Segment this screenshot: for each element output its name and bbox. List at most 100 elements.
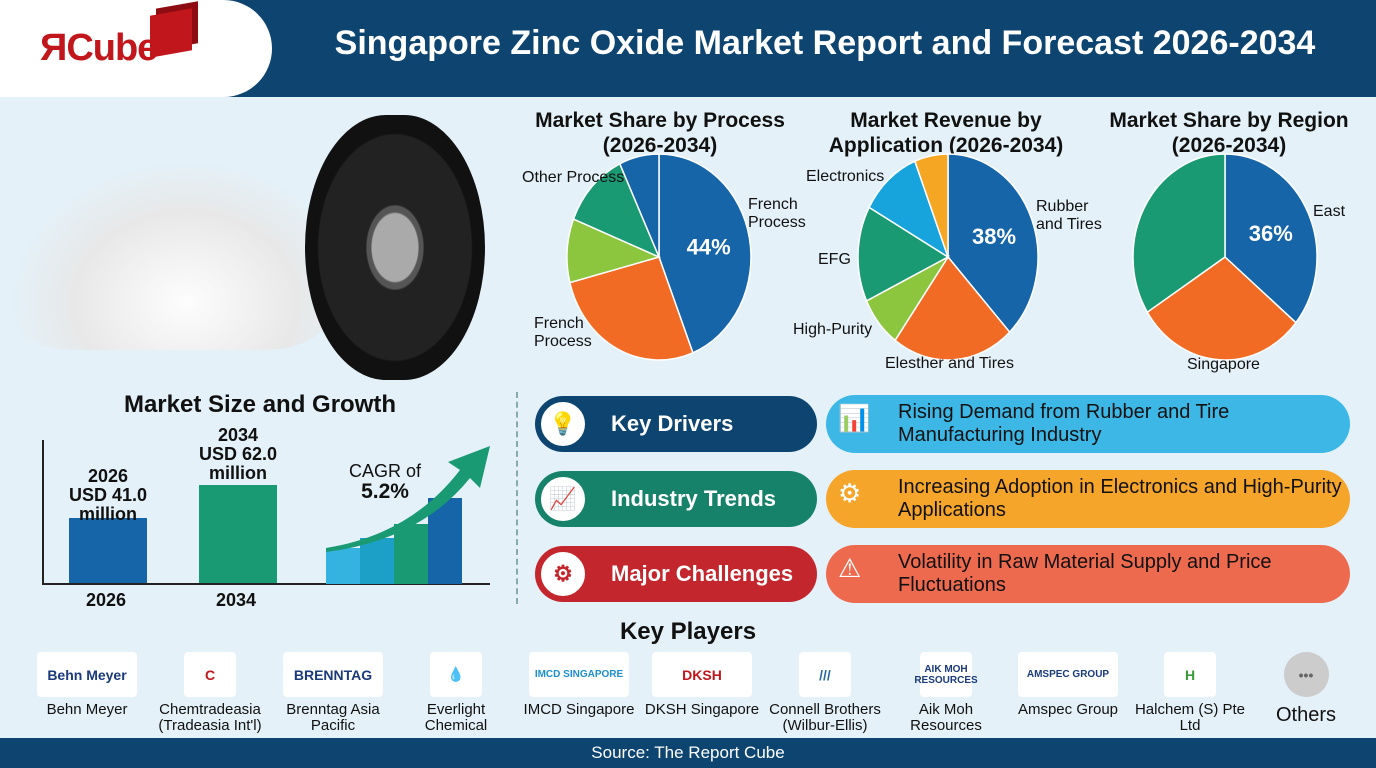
- growth-title: Market Size and Growth: [123, 391, 397, 418]
- logo-text: ЯCube: [40, 27, 158, 69]
- pie-percent-label: 38%: [972, 224, 1016, 249]
- info-text: Increasing Adoption in Electronics and H…: [898, 476, 1342, 521]
- pie-slice: [568, 256, 694, 361]
- player-name: Connell Brothers (Wilbur-Ellis): [769, 701, 881, 734]
- label-line: USD 62.0: [198, 444, 278, 464]
- player-item: C Chemtradeasia (Tradeasia Int'l): [150, 652, 270, 734]
- gear-icon: ⚙: [838, 478, 862, 508]
- trend-info: ⚙ Increasing Adoption in Electronics and …: [826, 470, 1350, 528]
- pie-percent-label: 36%: [1249, 221, 1293, 246]
- bar-2026: [69, 518, 147, 583]
- cagr-label: CAGR of: [348, 461, 422, 481]
- player-logo: BRENNTAG: [283, 652, 383, 697]
- player-name: IMCD Singapore: [523, 701, 635, 718]
- player-item: AIK MOH RESOURCES Aik Moh Resources: [886, 652, 1006, 734]
- player-item: ••• Others: [1246, 652, 1366, 726]
- logo: ЯCube: [0, 0, 272, 97]
- pie-label: Electronics: [806, 168, 885, 185]
- growth-arrow-icon: [326, 446, 490, 584]
- lightbulb-icon: 💡: [538, 399, 588, 449]
- pie-slice: [913, 153, 949, 258]
- player-name: Brenntag Asia Pacific: [286, 701, 380, 734]
- pie-slice: [572, 162, 661, 259]
- player-name: Others: [1275, 704, 1337, 726]
- player-item: /// Connell Brothers (Wilbur-Ellis): [765, 652, 885, 734]
- pie-slice: [1224, 153, 1318, 324]
- pie-charts: 44% 38% 36%: [566, 153, 1318, 361]
- pie-label: Rubber and Tires: [1036, 198, 1102, 233]
- player-name: Everlight Chemical: [424, 701, 488, 734]
- label-line: 2026: [87, 466, 129, 486]
- header: ЯCube Singapore Zinc Oxide Market Report…: [0, 0, 1376, 97]
- title-line: Market Revenue by: [850, 109, 1042, 132]
- pill-label: Industry Trends: [611, 486, 777, 511]
- player-logo: •••: [1283, 652, 1329, 697]
- pie-label: Other Process: [522, 169, 625, 186]
- pie-label: Singapore: [1187, 356, 1260, 373]
- pill-label: Major Challenges: [611, 561, 794, 586]
- player-item: H Halchem (S) Pte Ltd: [1130, 652, 1250, 734]
- pie-slice: [1132, 153, 1226, 314]
- player-logo: Behn Meyer: [37, 652, 137, 697]
- title-line: (2026-2034): [602, 134, 718, 157]
- pie-label: EFG: [818, 251, 851, 268]
- info-text: Rising Demand from Rubber and Tire Manuf…: [898, 401, 1230, 446]
- player-name: Amspec Group: [1017, 701, 1119, 718]
- pill-label: Key Drivers: [611, 411, 734, 436]
- player-name: Behn Meyer: [46, 701, 128, 718]
- y-axis: [42, 440, 44, 585]
- tire-image: [305, 115, 485, 380]
- pie-slice: [947, 153, 1039, 334]
- pie-percent-label: 44%: [687, 234, 731, 259]
- player-name: Halchem (S) Pte Ltd: [1134, 701, 1246, 734]
- pie-title-process: Market Share by Process (2026-2034): [510, 108, 810, 158]
- player-item: BRENNTAG Brenntag Asia Pacific: [273, 652, 393, 734]
- label-line: USD 41.0: [68, 485, 148, 505]
- chart-icon: 📈: [538, 474, 588, 524]
- player-item: IMCD SINGAPORE IMCD Singapore: [519, 652, 639, 718]
- pie-slice: [618, 153, 660, 258]
- pie-label: East: [1313, 203, 1346, 220]
- player-name: Chemtradeasia (Tradeasia Int'l): [158, 701, 262, 734]
- key-players-title: Key Players: [619, 618, 757, 645]
- pie-label: French Process: [748, 196, 806, 231]
- player-name: Aik Moh Resources: [910, 701, 982, 734]
- player-logo: IMCD SINGAPORE: [529, 652, 629, 697]
- x-tick: 2034: [216, 590, 257, 610]
- page-title: Singapore Zinc Oxide Market Report and F…: [334, 24, 1316, 62]
- player-logo: H: [1164, 652, 1216, 697]
- player-logo: DKSH: [652, 652, 752, 697]
- title-line: (2026-2034): [1171, 134, 1287, 157]
- x-tick: 2026: [86, 590, 127, 610]
- pie-slice: [658, 153, 752, 354]
- title-line: Market Share by Process: [535, 109, 785, 132]
- player-logo: ///: [799, 652, 851, 697]
- player-item: AMSPEC GROUP Amspec Group: [1008, 652, 1128, 718]
- pie-slice: [857, 206, 950, 302]
- bar-label-2026: 2026 USD 41.0 million: [48, 467, 168, 524]
- label-line: million: [79, 504, 137, 524]
- title-line: Market Share by Region: [1109, 109, 1349, 132]
- pie-label: French Process: [534, 315, 592, 350]
- x-axis: [42, 583, 490, 585]
- player-item: DKSH DKSH Singapore: [642, 652, 762, 718]
- cagr-value: 5.2%: [361, 480, 409, 503]
- player-logo: AIK MOH RESOURCES: [914, 652, 978, 697]
- pie-label: High-Purity: [793, 321, 873, 338]
- footer: Source: The Report Cube: [0, 738, 1376, 768]
- warning-icon: ⚠: [838, 553, 862, 583]
- divider: [516, 392, 518, 604]
- driver-info: 📊 Rising Demand from Rubber and Tire Manu…: [826, 395, 1350, 453]
- title-line: Application (2026-2034): [828, 134, 1064, 157]
- zinc-oxide-powder-image: [10, 160, 330, 350]
- player-name: DKSH Singapore: [644, 701, 760, 718]
- pie-title-application: Market Revenue by Application (2026-2034): [796, 108, 1096, 158]
- player-logo: C: [184, 652, 236, 697]
- player-logo: 💧: [430, 652, 482, 697]
- key-drivers-pill: 💡 Key Drivers: [535, 396, 817, 452]
- label-line: 2034: [217, 425, 259, 445]
- info-text: Volatility in Raw Material Supply and Pr…: [898, 551, 1272, 596]
- player-logo: AMSPEC GROUP: [1018, 652, 1118, 697]
- player-item: Behn Meyer Behn Meyer: [27, 652, 147, 718]
- label-line: million: [209, 463, 267, 483]
